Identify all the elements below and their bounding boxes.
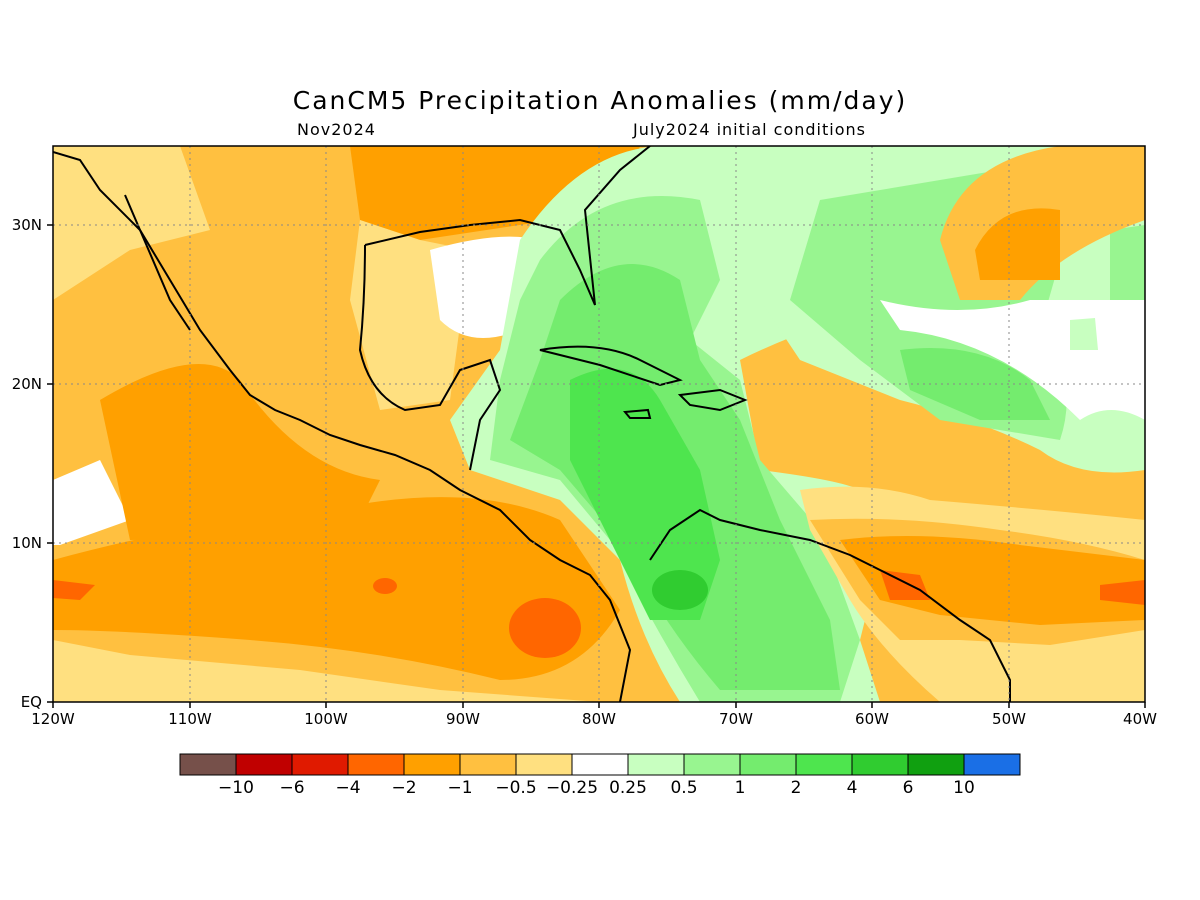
lon-label-40w: 40W <box>1123 710 1157 728</box>
lon-label-70w: 70W <box>719 710 753 728</box>
colorbar-swatch <box>179 753 237 776</box>
colorbar-label: 0.5 <box>670 778 698 798</box>
lat-label-10n: 10N <box>11 534 42 552</box>
colorbar-label: 2 <box>790 778 802 798</box>
lat-label-20n: 20N <box>11 375 42 393</box>
colorbar-swatch <box>739 753 797 776</box>
lon-label-110w: 110W <box>168 710 212 728</box>
colorbar-swatch <box>291 753 349 776</box>
coastlines <box>53 146 1011 702</box>
axis-ticks <box>47 224 1146 708</box>
lon-label-60w: 60W <box>855 710 889 728</box>
colorbar-label: −4 <box>335 778 361 798</box>
lat-label-30n: 30N <box>11 216 42 234</box>
colorbar-label: 0.25 <box>609 778 647 798</box>
colorbar <box>179 753 1021 776</box>
colorbar-swatch <box>459 753 517 776</box>
initial-conditions: July2024 initial conditions <box>633 120 866 139</box>
colorbar-label: 1 <box>734 778 746 798</box>
lon-label-120w: 120W <box>31 710 75 728</box>
anomaly-field <box>53 146 1145 702</box>
anomaly-max-pacific <box>509 598 581 658</box>
colorbar-swatch <box>235 753 293 776</box>
lon-label-100w: 100W <box>304 710 348 728</box>
colorbar-swatch <box>403 753 461 776</box>
map-title: CanCM5 Precipitation Anomalies (mm/day) <box>292 86 908 115</box>
forecast-month: Nov2024 <box>297 120 376 139</box>
colorbar-label: −6 <box>279 778 305 798</box>
colorbar-label: 10 <box>953 778 975 798</box>
lon-label-50w: 50W <box>992 710 1026 728</box>
lon-label-80w: 80W <box>582 710 616 728</box>
lon-label-90w: 90W <box>446 710 480 728</box>
gridlines <box>53 146 1145 702</box>
colorbar-swatch <box>907 753 965 776</box>
colorbar-swatch <box>627 753 685 776</box>
colorbar-label: −0.5 <box>495 778 537 798</box>
colorbar-label: −10 <box>218 778 254 798</box>
colorbar-label: −0.25 <box>545 778 599 798</box>
colorbar-label: 4 <box>846 778 858 798</box>
lat-label-eq: EQ <box>20 693 42 711</box>
colorbar-label: −1 <box>447 778 473 798</box>
colorbar-label: 6 <box>902 778 914 798</box>
colorbar-label: −2 <box>391 778 417 798</box>
colorbar-swatch <box>683 753 741 776</box>
colorbar-swatch <box>571 753 629 776</box>
colorbar-swatch <box>795 753 853 776</box>
colorbar-swatch <box>963 753 1021 776</box>
colorbar-swatch <box>515 753 573 776</box>
colorbar-swatch <box>347 753 405 776</box>
colorbar-swatch <box>851 753 909 776</box>
